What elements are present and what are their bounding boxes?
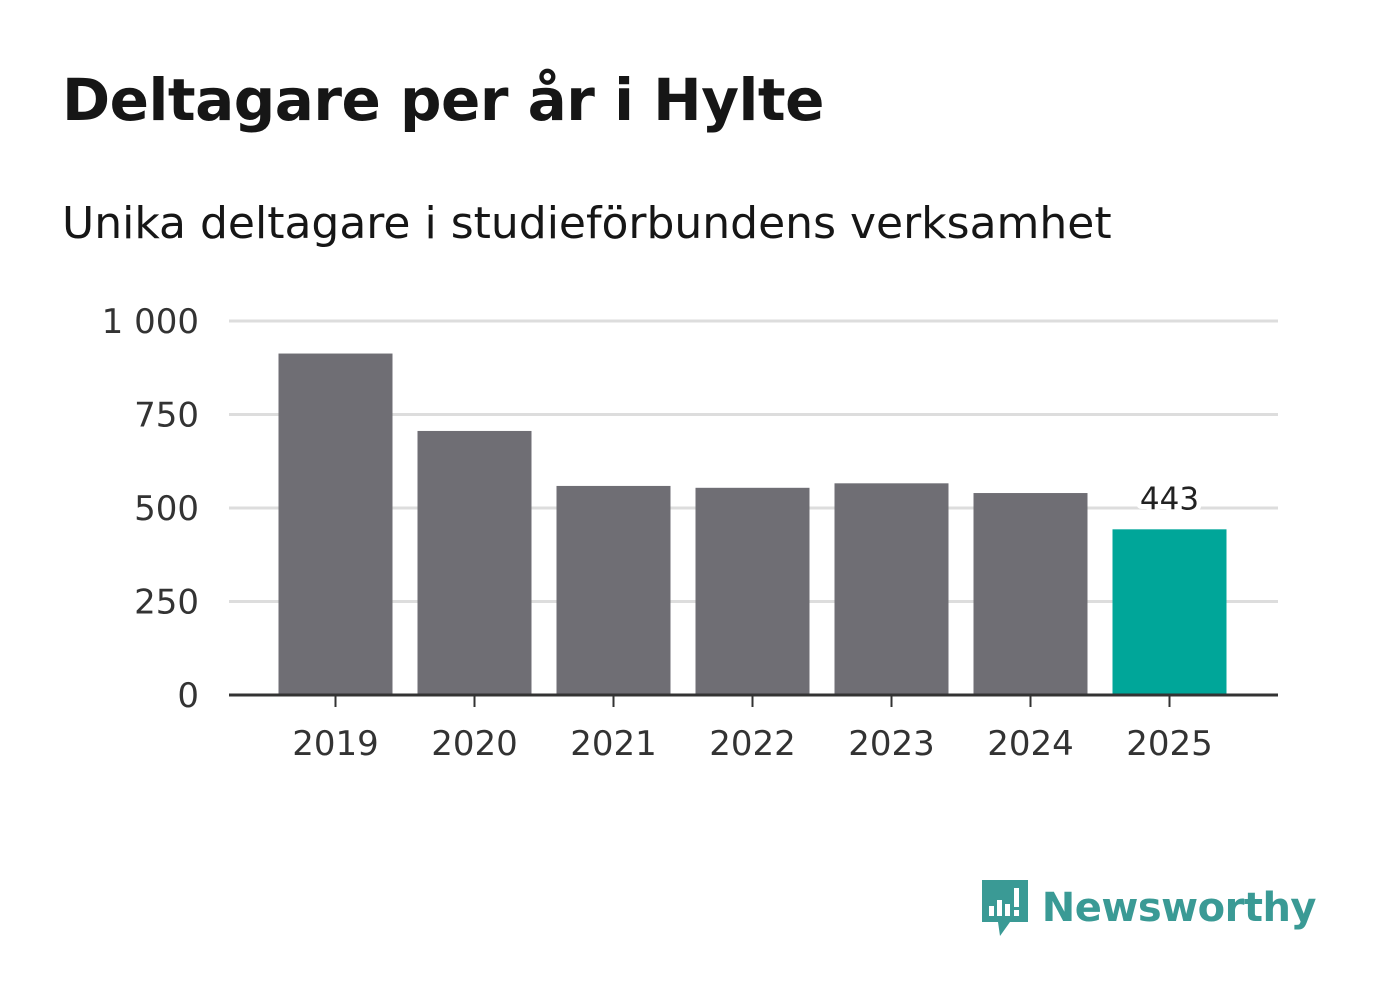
data-labels: 443 (1135, 476, 1204, 522)
data-label: 443 (1140, 481, 1199, 517)
chart-title: Deltagare per år i Hylte (62, 66, 824, 134)
x-tick-label: 2022 (709, 724, 796, 764)
bar-2022[interactable] (695, 487, 810, 695)
y-tick-label: 250 (134, 583, 199, 623)
y-tick-label: 750 (134, 396, 199, 436)
y-tick-label: 0 (177, 676, 199, 716)
bar-2021[interactable] (556, 485, 671, 695)
y-axis-labels: 0 250 500 750 1 000 (102, 302, 199, 716)
newsworthy-logo[interactable]: Newsworthy (980, 878, 1317, 938)
bar-2025[interactable] (1112, 529, 1227, 695)
x-tick-label: 2020 (431, 724, 518, 764)
bar-2024[interactable] (973, 493, 1088, 695)
x-axis: 2019 2020 2021 2022 2023 2024 2025 (229, 693, 1278, 764)
bars (278, 353, 1227, 695)
x-tick-label: 2023 (848, 724, 935, 764)
bar-2023[interactable] (834, 483, 949, 695)
x-tick-label: 2019 (292, 724, 379, 764)
y-tick-label: 1 000 (102, 302, 199, 342)
y-tick-label: 500 (134, 489, 199, 529)
x-tick-label: 2025 (1126, 724, 1213, 764)
brand-name: Newsworthy (1041, 885, 1317, 931)
newsworthy-chart-bubble-icon (981, 880, 1028, 936)
x-tick-label: 2021 (570, 724, 657, 764)
x-tick-label: 2024 (987, 724, 1074, 764)
bar-2019[interactable] (278, 353, 393, 695)
chart-subtitle: Unika deltagare i studieförbundens verks… (62, 198, 1112, 249)
bar-2020[interactable] (417, 430, 532, 695)
